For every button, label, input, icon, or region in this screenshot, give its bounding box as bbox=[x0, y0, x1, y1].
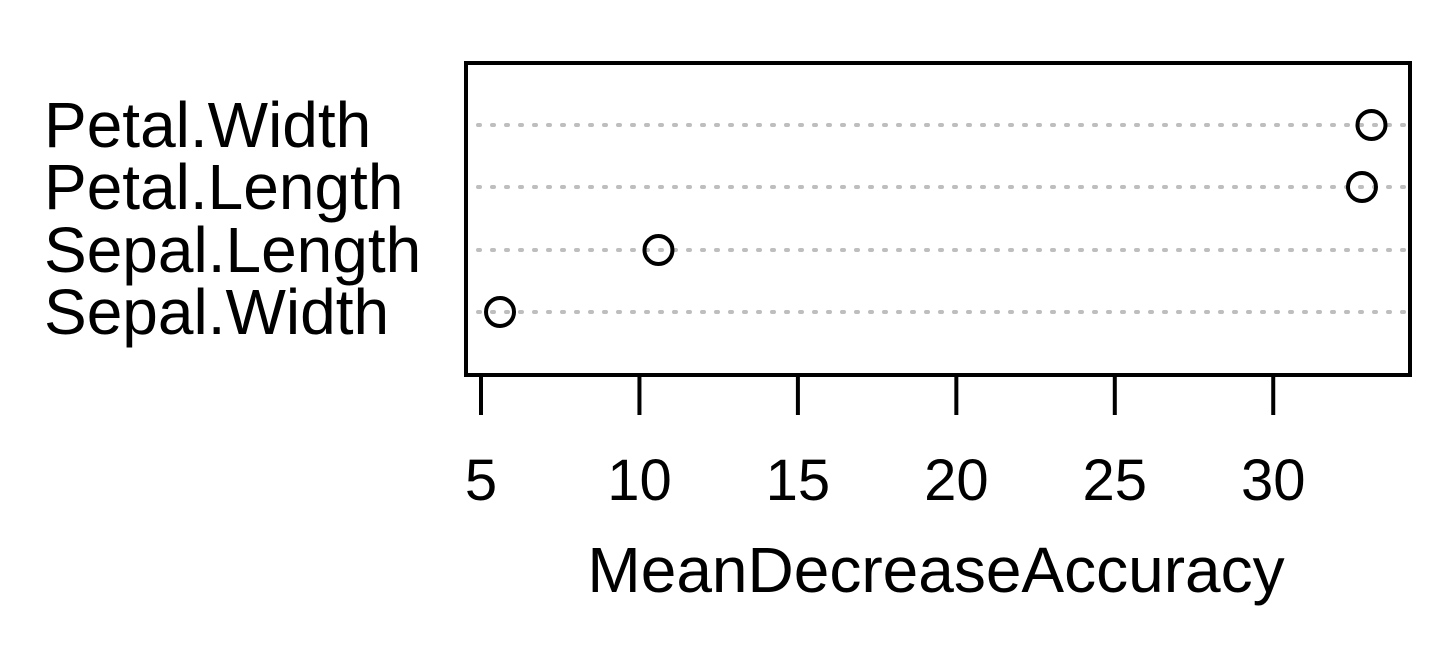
category-label: Sepal.Width bbox=[44, 276, 389, 348]
x-axis-title: MeanDecreaseAccuracy bbox=[587, 534, 1284, 606]
data-points bbox=[484, 109, 1388, 328]
category-label: Sepal.Length bbox=[44, 214, 421, 286]
x-tick-label: 20 bbox=[924, 448, 989, 513]
category-label: Petal.Width bbox=[44, 89, 371, 161]
category-label: Petal.Length bbox=[44, 151, 403, 223]
data-point bbox=[1345, 171, 1378, 203]
data-point bbox=[484, 296, 517, 328]
x-tick-label: 10 bbox=[607, 448, 672, 513]
x-tick-label: 25 bbox=[1083, 448, 1148, 513]
x-tick-label: 30 bbox=[1241, 448, 1306, 513]
data-point bbox=[1355, 109, 1388, 141]
x-tick-label: 15 bbox=[766, 448, 831, 513]
grid-lines bbox=[476, 123, 1410, 314]
x-tick-label: 5 bbox=[465, 448, 497, 513]
category-labels: Petal.WidthPetal.LengthSepal.LengthSepal… bbox=[44, 89, 421, 348]
data-point bbox=[642, 234, 675, 266]
x-axis: 5 10 15 20 25 30 bbox=[465, 373, 1306, 513]
